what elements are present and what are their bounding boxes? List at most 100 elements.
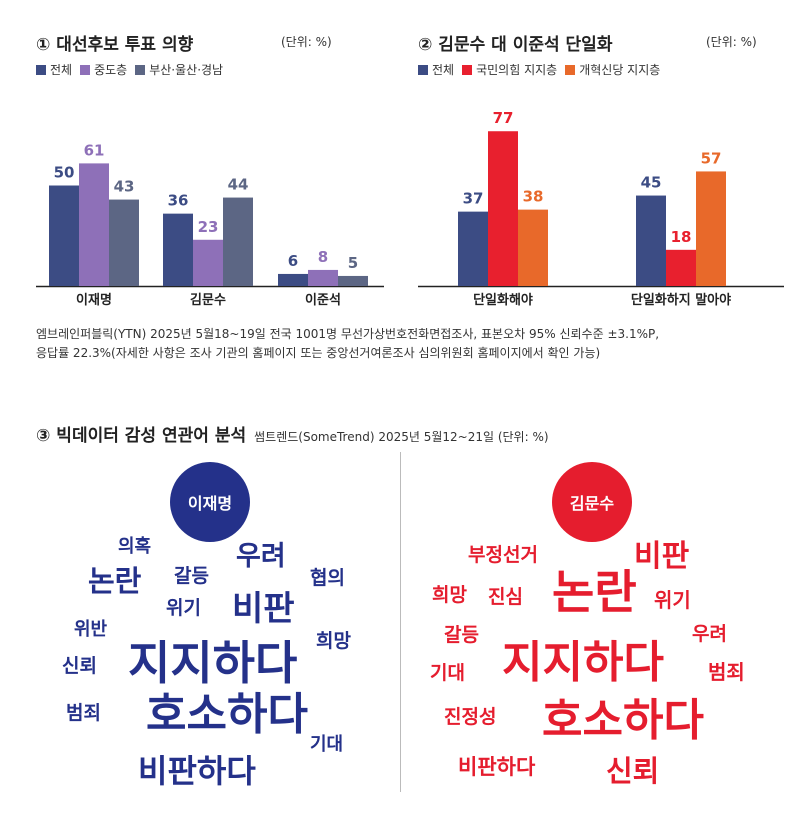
bar-value-label: 61 [84,141,105,159]
legend-label: 전체 [432,63,455,77]
cloud-word: 협의 [310,567,345,589]
bar-value-label: 57 [701,149,722,167]
chart2-legend: 전체 국민의힘 지지층 개혁신당 지지층 [418,61,668,78]
chart2-title: ② 김문수 대 이준석 단일화 [418,35,613,55]
bar-단일화하지 말아야-국민의힘 지지층 [666,249,696,286]
cloud-word: 위기 [166,597,201,619]
bar-value-label: 43 [114,178,135,196]
cloud-word: 우려 [236,541,286,572]
bar-이재명-중도층 [79,163,109,286]
bar-value-label: 37 [463,190,484,208]
bar-김문수-전체 [163,213,193,286]
section3-header: ③ 빅데이터 감성 연관어 분석 썸트렌드(SomeTrend) 2025년 5… [36,421,549,446]
survey-note-line1: 엠브레인퍼블릭(YTN) 2025년 5월18~19일 전국 1001명 무선가… [36,327,660,341]
bar-value-label: 18 [671,228,692,246]
cloud-word: 위기 [654,588,691,612]
cloud-word: 희망 [316,630,351,652]
legend-label: 개혁신당 지지층 [579,63,661,77]
chart1-legend-item: 부산·울산·경남 [135,61,223,78]
cloud-word: 범죄 [708,660,745,684]
bar-value-label: 36 [168,192,189,210]
legend-label: 전체 [50,63,73,77]
bar-value-label: 8 [318,248,328,266]
cloud-word: 비판하다 [458,755,536,779]
bar-value-label: 6 [288,252,298,270]
bar-value-label: 77 [493,109,514,127]
chart1-legend: 전체 중도층 부산·울산·경남 [36,61,231,78]
legend-swatch [80,64,91,75]
legend-swatch [418,64,428,75]
x-tick-label: 김문수 [190,293,226,308]
survey-note-line2: 응답률 22.3%(자세한 사항은 조사 기관의 홈페이지 또는 중앙선거여론조… [36,346,601,360]
bar-value-label: 45 [641,174,662,192]
bar-단일화하지 말아야-개혁신당 지지층 [696,171,726,286]
cloud-word: 진정성 [444,706,497,728]
cloud-word: 기대 [430,662,465,684]
bar-김문수-부산·울산·경남 [223,197,253,286]
cloud-word: 호소하다 [542,695,704,746]
chart1-title: ① 대선후보 투표 의향 [36,35,194,55]
cloud-word: 지지하다 [128,636,298,690]
bar-이재명-전체 [49,185,79,286]
cloud-word: 부정선거 [468,544,538,566]
cloud-word: 갈등 [174,565,209,587]
survey-note: 엠브레인퍼블릭(YTN) 2025년 5월18~19일 전국 1001명 무선가… [36,325,659,363]
cloud-word: 진심 [488,586,523,608]
legend-swatch [135,64,146,75]
chart2-plot: 37 77 38 단일화해야 45 18 57 단일화하지 말아야 [418,109,784,308]
legend-label: 중도층 [94,63,128,77]
cloud-word: 비판 [634,539,690,574]
candidate-circle-lee: 이재명 [170,462,250,542]
bar-단일화해야-개혁신당 지지층 [518,209,548,286]
bar-단일화하지 말아야-전체 [636,195,666,286]
legend-label: 국민의힘 지지층 [476,63,558,77]
legend-swatch [36,64,46,75]
bar-이재명-부산·울산·경남 [109,199,139,286]
x-tick-label: 단일화해야 [473,292,533,308]
chart2-legend-item: 개혁신당 지지층 [565,61,660,78]
chart2-legend-item: 전체 [418,61,454,78]
cloud-word: 비판 [232,589,295,629]
candidate-circle-kim: 김문수 [552,462,632,542]
cloud-word: 논란 [552,565,637,619]
bar-value-label: 5 [348,254,358,272]
cloud-word: 논란 [88,564,142,598]
cloud-word: 우려 [692,623,727,645]
cloud-word: 범죄 [66,702,101,724]
bar-김문수-중도층 [193,239,223,286]
cloud-word: 기대 [310,734,344,755]
cloud-word: 지지하다 [502,637,664,688]
cloud-word: 의혹 [118,536,152,557]
wordcloud-divider [400,452,401,792]
section3-subtitle: 썸트렌드(SomeTrend) 2025년 5월12~21일 (단위: %) [254,430,549,444]
chart1-legend-item: 전체 [36,61,72,78]
bar-이준석-중도층 [308,269,338,286]
cloud-word: 호소하다 [146,689,308,740]
bar-이준석-부산·울산·경남 [338,275,368,286]
bar-value-label: 23 [198,218,219,236]
x-tick-label: 이재명 [76,292,112,308]
cloud-word: 희망 [432,584,467,606]
x-tick-label: 이준석 [305,292,341,308]
legend-swatch [462,64,473,75]
cloud-word: 신뢰 [606,754,660,788]
cloud-word: 위반 [74,619,108,640]
bar-value-label: 50 [54,164,75,182]
section3-title: ③ 빅데이터 감성 연관어 분석 [36,426,247,446]
chart1-unit: (단위: %) [281,35,332,49]
legend-swatch [565,64,576,75]
bar-value-label: 44 [228,176,249,194]
chart1-legend-item: 중도층 [80,61,127,78]
bar-단일화해야-전체 [458,211,488,286]
x-tick-label: 단일화하지 말아야 [631,292,731,308]
bar-value-label: 38 [523,188,544,206]
chart2-legend-item: 국민의힘 지지층 [462,61,557,78]
bar-이준석-전체 [278,273,308,286]
chart2-unit: (단위: %) [706,35,757,49]
bar-단일화해야-국민의힘 지지층 [488,131,518,286]
cloud-word: 비판하다 [138,752,256,790]
legend-label: 부산·울산·경남 [149,63,224,77]
cloud-word: 갈등 [444,624,479,646]
chart1-plot: 50 61 43 이재명 36 23 44 김문수 6 8 5 이준석 [36,141,384,308]
cloud-word: 신뢰 [62,655,97,677]
